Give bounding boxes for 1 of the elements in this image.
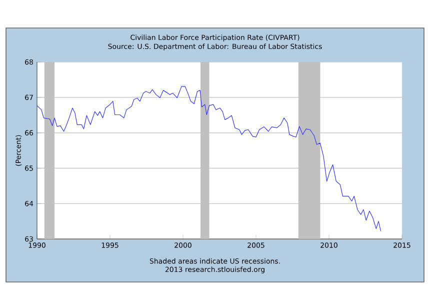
line-series (37, 86, 382, 232)
